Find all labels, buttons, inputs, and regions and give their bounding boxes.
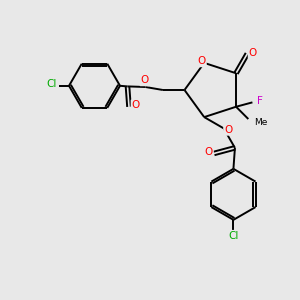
Text: O: O: [224, 125, 232, 135]
Text: O: O: [198, 56, 206, 66]
Text: O: O: [205, 147, 213, 157]
Text: O: O: [140, 75, 149, 85]
Text: Cl: Cl: [228, 231, 239, 241]
Text: O: O: [249, 48, 257, 58]
Text: Me: Me: [254, 118, 268, 127]
Text: O: O: [131, 100, 140, 110]
Text: F: F: [257, 96, 263, 106]
Text: Cl: Cl: [47, 79, 57, 89]
